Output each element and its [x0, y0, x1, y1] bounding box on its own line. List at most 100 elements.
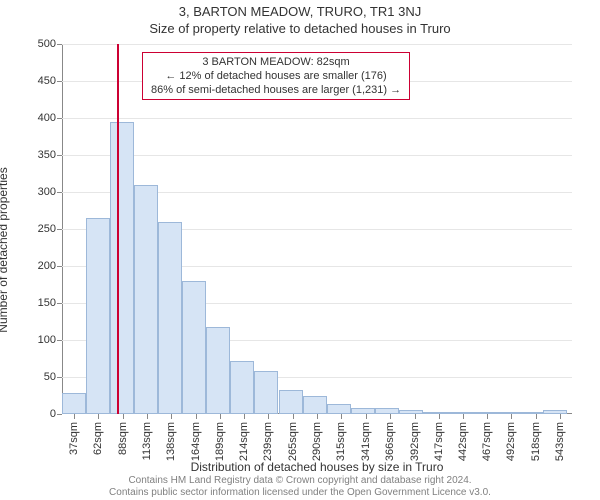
histogram-bar: [206, 327, 230, 414]
x-tick-label: 189sqm: [214, 422, 226, 461]
x-tick-label: 113sqm: [141, 422, 153, 460]
x-tick-label: 265sqm: [287, 422, 299, 461]
x-tick-mark: [415, 414, 416, 419]
histogram-bar: [519, 412, 543, 414]
y-tick-label: 500: [38, 38, 56, 50]
x-tick-mark: [341, 414, 342, 419]
x-tick-label: 442sqm: [457, 422, 469, 461]
y-tick-mark: [57, 377, 62, 378]
plot-area: 05010015020025030035040045050037sqm62sqm…: [62, 44, 572, 414]
chart-container: { "title_line1": "3, BARTON MEADOW, TRUR…: [0, 0, 600, 500]
y-tick-label: 400: [38, 112, 56, 124]
y-tick-label: 200: [38, 260, 56, 272]
y-tick-mark: [57, 192, 62, 193]
x-tick-mark: [171, 414, 172, 419]
histogram-bar: [375, 408, 399, 414]
grid-line: [62, 44, 572, 45]
y-tick-mark: [57, 414, 62, 415]
histogram-bar: [110, 122, 134, 414]
y-tick-label: 250: [38, 223, 56, 235]
x-tick-mark: [74, 414, 75, 419]
y-tick-label: 300: [38, 186, 56, 198]
x-tick-mark: [98, 414, 99, 419]
x-tick-mark: [220, 414, 221, 419]
y-tick-label: 150: [38, 297, 56, 309]
histogram-bar: [351, 408, 375, 414]
annotation-box: 3 BARTON MEADOW: 82sqm← 12% of detached …: [142, 52, 410, 100]
x-tick-label: 214sqm: [238, 422, 250, 461]
annotation-line: 3 BARTON MEADOW: 82sqm: [151, 56, 401, 70]
property-marker-line: [117, 44, 119, 414]
annotation-line: 86% of semi-detached houses are larger (…: [151, 84, 401, 98]
histogram-bar: [158, 222, 182, 414]
x-tick-mark: [366, 414, 367, 419]
x-tick-label: 37sqm: [68, 422, 80, 455]
x-tick-label: 467sqm: [481, 422, 493, 461]
histogram-bar: [254, 371, 278, 414]
histogram-bar: [471, 412, 495, 414]
footer-line1: Contains HM Land Registry data © Crown c…: [128, 475, 471, 486]
y-tick-label: 0: [50, 408, 56, 420]
grid-line: [62, 118, 572, 119]
x-tick-label: 315sqm: [335, 422, 347, 461]
x-tick-mark: [439, 414, 440, 419]
x-tick-label: 492sqm: [505, 422, 517, 461]
y-tick-mark: [57, 155, 62, 156]
x-tick-mark: [123, 414, 124, 419]
chart-title-line2: Size of property relative to detached ho…: [0, 19, 600, 36]
x-tick-label: 164sqm: [190, 422, 202, 461]
x-axis-title: Distribution of detached houses by size …: [62, 460, 572, 474]
x-tick-label: 392sqm: [409, 422, 421, 461]
x-tick-label: 518sqm: [530, 422, 542, 461]
attribution-footer: Contains HM Land Registry data © Crown c…: [0, 475, 600, 498]
x-tick-label: 290sqm: [311, 422, 323, 461]
x-tick-label: 543sqm: [554, 422, 566, 461]
x-tick-mark: [560, 414, 561, 419]
grid-line: [62, 155, 572, 156]
histogram-bar: [230, 361, 254, 414]
histogram-bar: [62, 393, 86, 414]
x-tick-mark: [244, 414, 245, 419]
x-tick-label: 366sqm: [384, 422, 396, 461]
histogram-bar: [86, 218, 110, 414]
x-tick-label: 88sqm: [117, 422, 129, 455]
histogram-bar: [327, 404, 351, 414]
y-tick-label: 50: [44, 371, 56, 383]
y-tick-mark: [57, 118, 62, 119]
chart-title-line1: 3, BARTON MEADOW, TRURO, TR1 3NJ: [0, 0, 600, 19]
x-tick-mark: [390, 414, 391, 419]
x-tick-label: 138sqm: [165, 422, 177, 461]
histogram-bar: [303, 396, 327, 415]
x-tick-mark: [317, 414, 318, 419]
y-tick-label: 450: [38, 75, 56, 87]
x-tick-label: 62sqm: [92, 422, 104, 455]
x-tick-mark: [293, 414, 294, 419]
y-tick-mark: [57, 340, 62, 341]
x-tick-mark: [536, 414, 537, 419]
y-tick-label: 100: [38, 334, 56, 346]
y-tick-label: 350: [38, 149, 56, 161]
histogram-bar: [543, 410, 567, 414]
x-tick-mark: [487, 414, 488, 419]
histogram-bar: [447, 412, 471, 414]
y-axis-title: Number of detached properties: [0, 167, 10, 332]
y-tick-mark: [57, 303, 62, 304]
x-tick-label: 239sqm: [262, 422, 274, 461]
y-tick-mark: [57, 44, 62, 45]
x-tick-mark: [511, 414, 512, 419]
annotation-line: ← 12% of detached houses are smaller (17…: [151, 70, 401, 84]
x-tick-mark: [147, 414, 148, 419]
y-tick-mark: [57, 266, 62, 267]
x-tick-mark: [463, 414, 464, 419]
x-tick-label: 417sqm: [433, 422, 445, 461]
histogram-bar: [279, 390, 303, 414]
footer-line2: Contains public sector information licen…: [0, 487, 600, 499]
histogram-bar: [134, 185, 158, 414]
y-tick-mark: [57, 81, 62, 82]
y-tick-mark: [57, 229, 62, 230]
histogram-bar: [399, 410, 423, 414]
histogram-bar: [182, 281, 206, 414]
histogram-bar: [423, 412, 447, 414]
x-tick-mark: [196, 414, 197, 419]
histogram-bar: [495, 412, 519, 414]
